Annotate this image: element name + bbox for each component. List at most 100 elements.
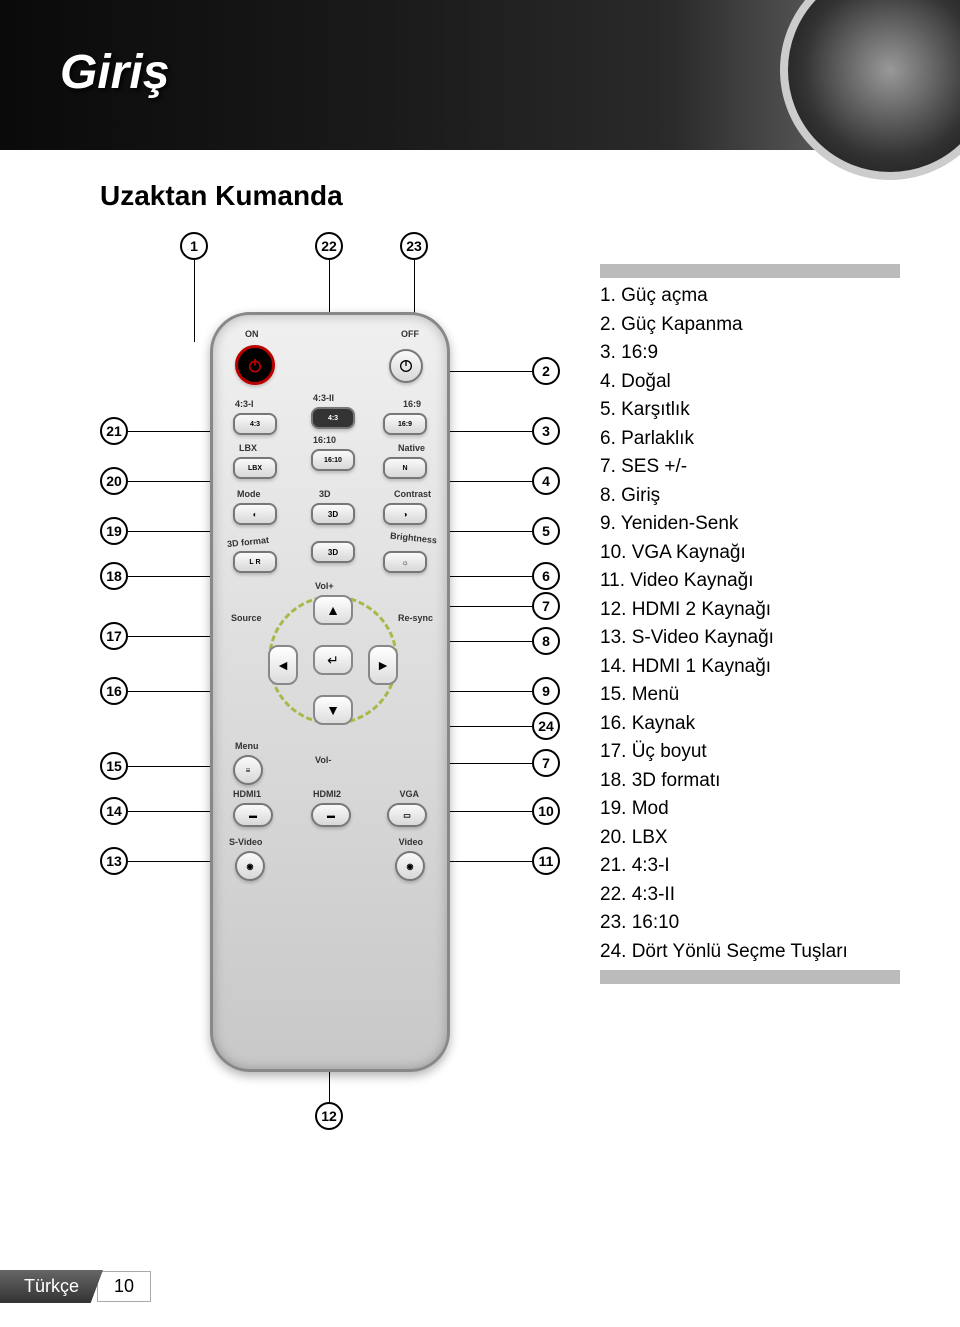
label-hdmi1: HDMI1 [233, 789, 261, 799]
callout-8: 8 [532, 627, 560, 655]
legend-item: 10. VGA Kaynağı [600, 539, 900, 568]
callout-5: 5 [532, 517, 560, 545]
btn-3d-b: 3D [311, 541, 355, 563]
dpad-up: ▲ [313, 595, 353, 625]
label-contrast: Contrast [394, 489, 431, 499]
remote-diagram: 1 22 23 12 212019181716151413 2345678924… [100, 232, 560, 1132]
legend-item: 6. Parlaklık [600, 425, 900, 454]
callout-17: 17 [100, 622, 128, 650]
btn-169: 16:9 [383, 413, 427, 435]
label-mode: Mode [237, 489, 261, 499]
section-subtitle: Uzaktan Kumanda [100, 180, 560, 212]
callout-19: 19 [100, 517, 128, 545]
callout-24: 24 [532, 712, 560, 740]
footer: Türkçe 10 [0, 1270, 151, 1303]
legend-item: 7. SES +/- [600, 453, 900, 482]
btn-3d-a: 3D [311, 503, 355, 525]
callout-3: 3 [532, 417, 560, 445]
btn-lr: L R [233, 551, 277, 573]
footer-lang: Türkçe [0, 1270, 103, 1303]
callout-1: 1 [180, 232, 208, 260]
label-43-1: 4:3-I [235, 399, 254, 409]
label-169: 16:9 [403, 399, 421, 409]
btn-hdmi1: ▬ [233, 803, 273, 827]
label-resync: Re-sync [398, 613, 433, 623]
label-3d: 3D [319, 489, 331, 499]
dpad-right: ► [368, 645, 398, 685]
legend-item: 2. Güç Kapanma [600, 311, 900, 340]
label-hdmi2: HDMI2 [313, 789, 341, 799]
btn-1610: 16:10 [311, 449, 355, 471]
callout-12: 12 [315, 1102, 343, 1130]
legend-item: 4. Doğal [600, 368, 900, 397]
callout-2: 2 [532, 357, 560, 385]
legend-item: 3. 16:9 [600, 339, 900, 368]
dpad: ▲ ▼ ◄ ► ↵ [268, 595, 398, 725]
legend-item: 23. 16:10 [600, 909, 900, 938]
legend-item: 22. 4:3-II [600, 881, 900, 910]
legend-item: 5. Karşıtlık [600, 396, 900, 425]
callout-10: 10 [532, 797, 560, 825]
callout-9: 9 [532, 677, 560, 705]
callout-16: 16 [100, 677, 128, 705]
legend-item: 13. S-Video Kaynağı [600, 624, 900, 653]
legend-bar-top [600, 264, 900, 278]
label-1610: 16:10 [313, 435, 336, 445]
btn-contrast: ◑ [383, 503, 427, 525]
label-lbx: LBX [239, 443, 257, 453]
btn-svideo: ◉ [235, 851, 265, 881]
label-off: OFF [401, 329, 419, 339]
legend-item: 20. LBX [600, 824, 900, 853]
callout-20: 20 [100, 467, 128, 495]
dpad-enter: ↵ [313, 645, 353, 675]
legend-item: 17. Üç boyut [600, 738, 900, 767]
btn-vga: ▭ [387, 803, 427, 827]
label-video: Video [399, 837, 423, 847]
label-vga: VGA [399, 789, 419, 799]
legend-item: 14. HDMI 1 Kaynağı [600, 653, 900, 682]
callout-21: 21 [100, 417, 128, 445]
page-header-banner: Giriş [0, 0, 960, 150]
btn-hdmi2: ▬ [311, 803, 351, 827]
dpad-left: ◄ [268, 645, 298, 685]
legend-item: 18. 3D formatı [600, 767, 900, 796]
legend-item: 24. Dört Yönlü Seçme Tuşları [600, 938, 900, 967]
legend-item: 15. Menü [600, 681, 900, 710]
btn-mode: ◐ [233, 503, 277, 525]
legend-bar-bottom [600, 970, 900, 984]
label-menu: Menu [235, 741, 259, 751]
label-volm: Vol- [315, 755, 331, 765]
label-native: Native [398, 443, 425, 453]
callout-7: 7 [532, 592, 560, 620]
legend-item: 8. Giriş [600, 482, 900, 511]
callout-14: 14 [100, 797, 128, 825]
legend-item: 1. Güç açma [600, 282, 900, 311]
btn-43b: 4:3 [311, 407, 355, 429]
btn-menu: ≡ [233, 755, 263, 785]
label-volp: Vol+ [315, 581, 334, 591]
btn-lbx: LBX [233, 457, 277, 479]
btn-brightness: ☼ [383, 551, 427, 573]
callout-23: 23 [400, 232, 428, 260]
legend-item: 19. Mod [600, 795, 900, 824]
callout-15: 15 [100, 752, 128, 780]
legend-item: 16. Kaynak [600, 710, 900, 739]
dpad-down: ▼ [313, 695, 353, 725]
legend-list: 1. Güç açma2. Güç Kapanma3. 16:94. Doğal… [600, 282, 900, 966]
callout-22: 22 [315, 232, 343, 260]
legend-item: 9. Yeniden-Senk [600, 510, 900, 539]
label-43-2: 4:3-II [313, 393, 334, 403]
callout-6: 6 [532, 562, 560, 590]
callout-13: 13 [100, 847, 128, 875]
remote-body: ON OFF 4:3-I 4:3-II 16:9 4:3 4:3 16:9 LB… [210, 312, 450, 1072]
callout-7: 7 [532, 749, 560, 777]
page-title: Giriş [60, 45, 169, 100]
power-on-button [235, 345, 275, 385]
legend-item: 12. HDMI 2 Kaynağı [600, 596, 900, 625]
callout-18: 18 [100, 562, 128, 590]
callout-11: 11 [532, 847, 560, 875]
footer-page: 10 [97, 1271, 151, 1302]
label-source: Source [231, 613, 262, 623]
btn-video: ◉ [395, 851, 425, 881]
legend-item: 11. Video Kaynağı [600, 567, 900, 596]
